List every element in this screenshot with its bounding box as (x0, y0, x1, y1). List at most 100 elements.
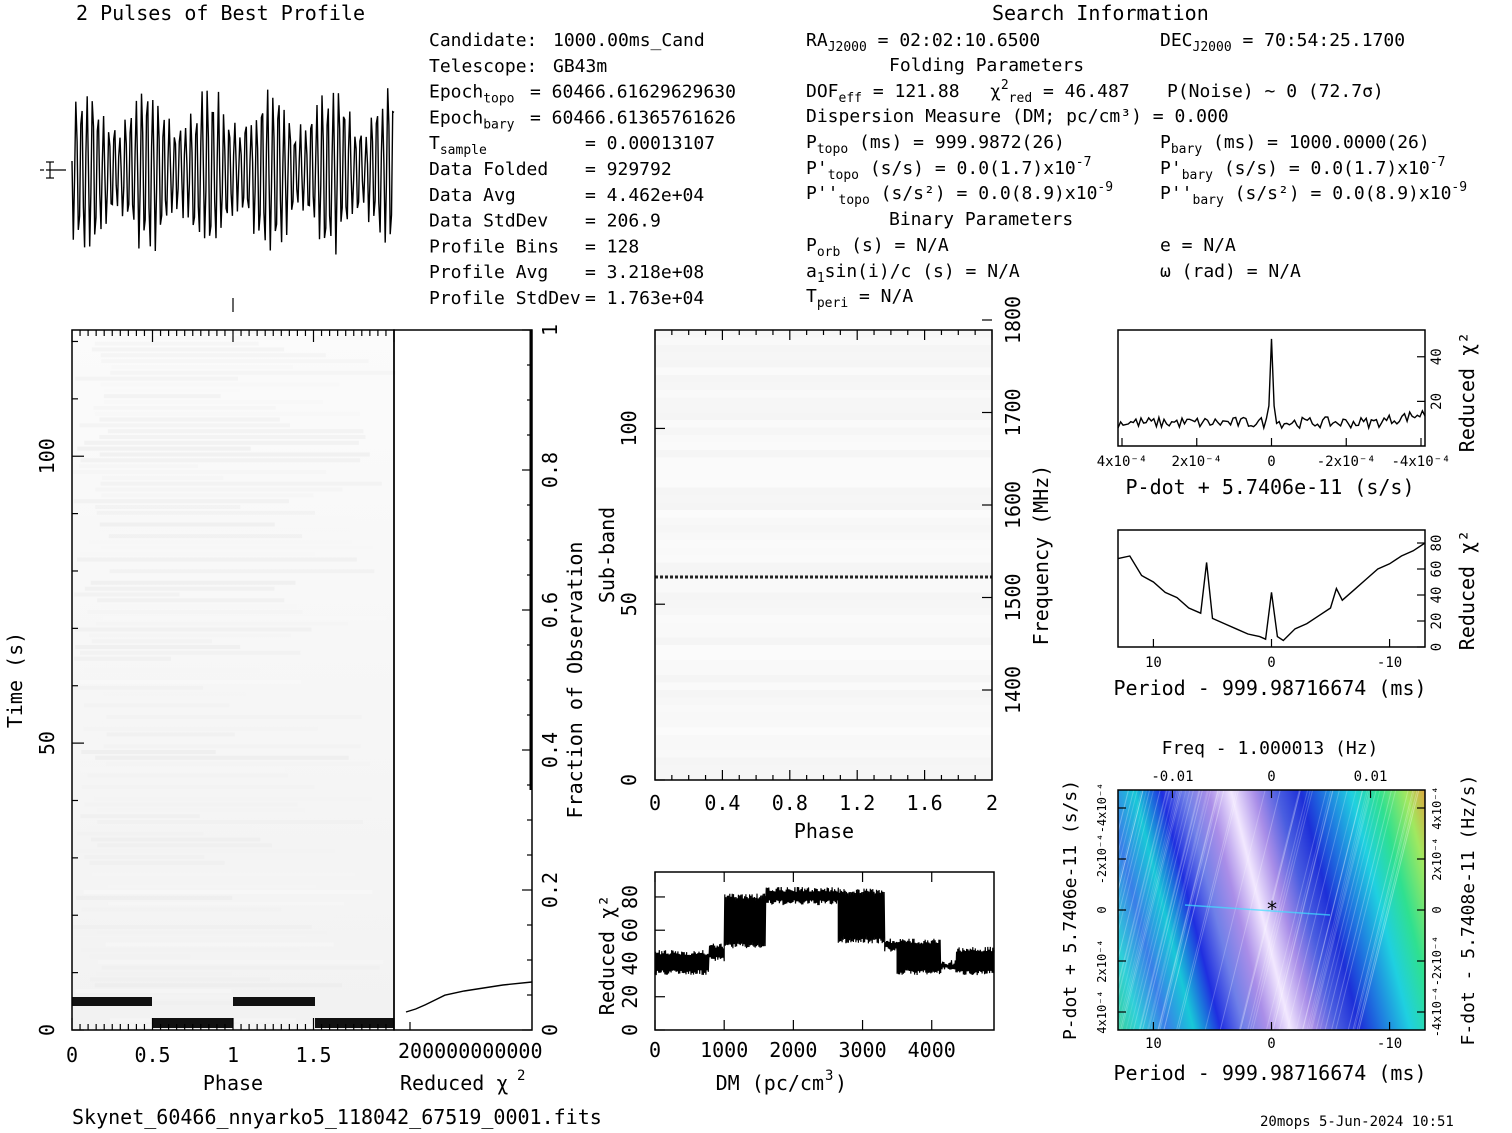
y-tick-label: 0 (538, 1024, 562, 1036)
heatmap-cell (655, 517, 992, 525)
heatmap-cell (104, 400, 324, 404)
heatmap-cell (655, 735, 992, 743)
profile-curve (71, 88, 395, 255)
period-curve (1117, 542, 1426, 642)
heatmap-cell (94, 796, 372, 801)
streak (1353, 790, 1415, 1030)
x-tick-label: 0 (1267, 454, 1275, 470)
x-axis-label: Phase (794, 819, 854, 843)
x-tick-label: 10 (1145, 655, 1162, 671)
streak (1308, 790, 1370, 1030)
heatmap-cell (97, 1006, 292, 1011)
streak (1118, 790, 1178, 1029)
streak (1265, 790, 1327, 1030)
cand-label: Data Avg (429, 185, 516, 206)
heatmap-cell (83, 575, 218, 579)
heatmap-cell (96, 930, 327, 935)
ecc-value: e = N/A (1160, 235, 1236, 256)
heatmap-cell (655, 765, 992, 773)
cand-value: = 1.763e+04 (585, 288, 704, 309)
x-axis-label-sup: 3 (825, 1068, 833, 1084)
cand-value: = 4.462e+04 (585, 185, 704, 206)
streak (1157, 790, 1219, 1030)
x-tick-label: 10 (1145, 1036, 1162, 1052)
streak (1121, 790, 1183, 1030)
x-tick-label: 1 (227, 1043, 239, 1067)
heatmap-cell (655, 480, 992, 488)
dm-chi-plot: 0 1000 2000 3000 4000 0 20 40 60 80 DM (pc/cm 3) Red… (595, 871, 995, 1095)
heatmap-cell (103, 388, 241, 393)
streak (1159, 790, 1221, 1030)
x-tick-label: 2x10⁻⁴ (1171, 454, 1222, 470)
heatmap-cell (655, 442, 992, 450)
profile-title: 2 Pulses of Best Profile (76, 1, 365, 25)
pddtopo-value: P''topo (s/s²) = 0.0(8.9)x10-9 (806, 180, 1113, 208)
heatmap-cell (84, 440, 359, 445)
x-axis-label: DM (pc/cm (716, 1071, 824, 1095)
chi-curve (405, 981, 533, 1013)
y-tick-label: 40 (618, 951, 642, 975)
y2-tick-label: 1500 (1001, 573, 1025, 621)
pddbary-value: P''bary (s/s²) = 0.0(8.9)x10-9 (1160, 180, 1467, 208)
streak (1324, 790, 1386, 1030)
folding-title: Folding Parameters (889, 55, 1084, 76)
x-tick-label: -4x10⁻⁴ (1391, 454, 1450, 470)
streak (1118, 790, 1168, 989)
x-tick-label: 4000 (908, 1038, 956, 1062)
x-axis-label: ) (835, 1071, 847, 1095)
profile-plot (40, 88, 395, 312)
heatmap-cell (105, 942, 334, 947)
heatmap-cell (97, 820, 363, 824)
x-tick-label: -10 (1377, 655, 1402, 671)
streak (1118, 790, 1180, 1030)
streak (1347, 790, 1409, 1030)
heatmap-cell (91, 347, 285, 352)
heatmap-cell (77, 831, 204, 836)
heatmap-cell (104, 697, 263, 702)
heatmap-cell (80, 680, 302, 684)
streak (1118, 790, 1138, 870)
streak (1358, 790, 1420, 1030)
streak (1356, 790, 1418, 1030)
heatmap-cell (102, 691, 247, 696)
x-axis-label: Period - 999.98716674 (ms) (1113, 676, 1426, 700)
x-axis-label: Reduced χ (400, 1071, 508, 1095)
x-tick-label: 0.8 (772, 791, 808, 815)
heatmap-cell (89, 1012, 307, 1017)
streak (1138, 790, 1200, 1030)
x-tick-label: 0 (1267, 1036, 1275, 1052)
y-tick-label: 1 (538, 324, 562, 336)
ppdot-image (1118, 790, 1425, 1030)
x-axis-label: P-dot + 5.7406e-11 (s/s) (1126, 475, 1415, 499)
heatmap-cell (655, 667, 992, 675)
streak (1309, 790, 1371, 1030)
streak (1129, 790, 1191, 1030)
x-tick-label: 2 (986, 791, 998, 815)
time-chi-plot: 0 0.2 0.4 0.6 0.8 1 200000000000 Reduced χ 2 Frac… (393, 324, 587, 1095)
heatmap-cell (655, 382, 992, 390)
dm-value: Dispersion Measure (DM; pc/cm³) = 0.000 (806, 106, 1229, 127)
heatmap-cell (655, 420, 992, 428)
heatmap-cell (655, 352, 992, 360)
y-tick-label: 0 (35, 1024, 59, 1036)
heatmap-cell (90, 580, 296, 585)
heatmap-cell (98, 528, 351, 533)
heatmap-cell (74, 656, 171, 661)
heatmap-cell (655, 360, 992, 368)
ptopo-value: Ptopo (ms) = 999.9872(26) (806, 132, 1065, 157)
heatmap-cell (89, 954, 191, 959)
heatmap-cell (92, 779, 264, 784)
heatmap-cell (100, 353, 326, 358)
heatmap-cell (80, 767, 286, 772)
streak (1118, 790, 1161, 961)
heatmap-cell (84, 855, 205, 859)
heatmap-cell (655, 675, 992, 683)
heatmap-cell (99, 417, 280, 422)
plot-frame (393, 329, 533, 1031)
y2-tick-label: -2x10⁻⁴ (1430, 936, 1444, 987)
heatmap-cell (93, 405, 276, 410)
heatmap-cell (91, 639, 212, 644)
heatmap-cell (74, 592, 180, 597)
heatmap-cell (103, 674, 203, 679)
